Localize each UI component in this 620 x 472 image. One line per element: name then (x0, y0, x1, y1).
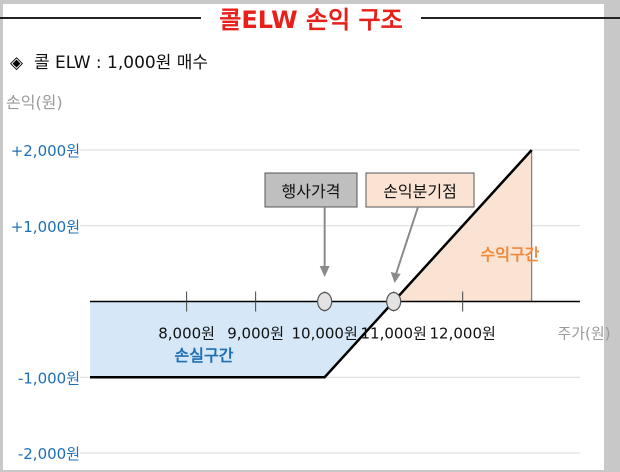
breakeven-callout-label: 손익분기점 (383, 182, 457, 201)
y-tick-label-3: -2,000원 (18, 445, 80, 463)
x-tick-label-4: 12,000원 (430, 325, 496, 343)
series-layer (90, 149, 533, 379)
loss-region-fill (90, 301, 394, 378)
subtitle-marker-icon: ◈ (10, 53, 24, 73)
breakeven-arrowhead-icon (390, 272, 401, 283)
annotations: 손실구간 수익구간 행사가격 손익분기점 (175, 172, 540, 365)
x-tick-label-3: 11,000원 (361, 325, 427, 343)
strike-price-callout-box (264, 172, 358, 208)
x-tick-label-2: 10,000원 (291, 325, 357, 343)
strike-price-marker (317, 291, 333, 312)
strike-price-callout-label: 행사가격 (282, 182, 341, 201)
y-axis-label: 손익(원) (6, 93, 63, 112)
payoff-line (90, 149, 533, 379)
y-tick-label-0: +2,000원 (11, 142, 80, 160)
breakeven-arrow (394, 206, 419, 276)
breakeven-marker (386, 291, 402, 312)
loss-region-label: 손실구간 (175, 346, 234, 365)
y-tick-label-1: +1,000원 (11, 218, 80, 236)
chart-title: 콜ELW 손익 구조 (219, 6, 402, 34)
x-axis-label: 주가(원) (557, 325, 610, 343)
profit-region-label: 수익구간 (481, 245, 540, 264)
y-tick-label-2: -1,000원 (18, 369, 80, 387)
chart-subtitle: 콜 ELW : 1,000원 매수 (34, 53, 208, 73)
strike-price-arrowhead-icon (319, 266, 330, 277)
breakeven-callout-box (365, 172, 475, 208)
x-tick-label-0: 8,000원 (158, 325, 215, 343)
x-tick-label-1: 9,000원 (227, 325, 284, 343)
tick-labels: +2,000원 +1,000원 -1,000원 -2,000원 8,000원 9,000원… (11, 142, 611, 463)
